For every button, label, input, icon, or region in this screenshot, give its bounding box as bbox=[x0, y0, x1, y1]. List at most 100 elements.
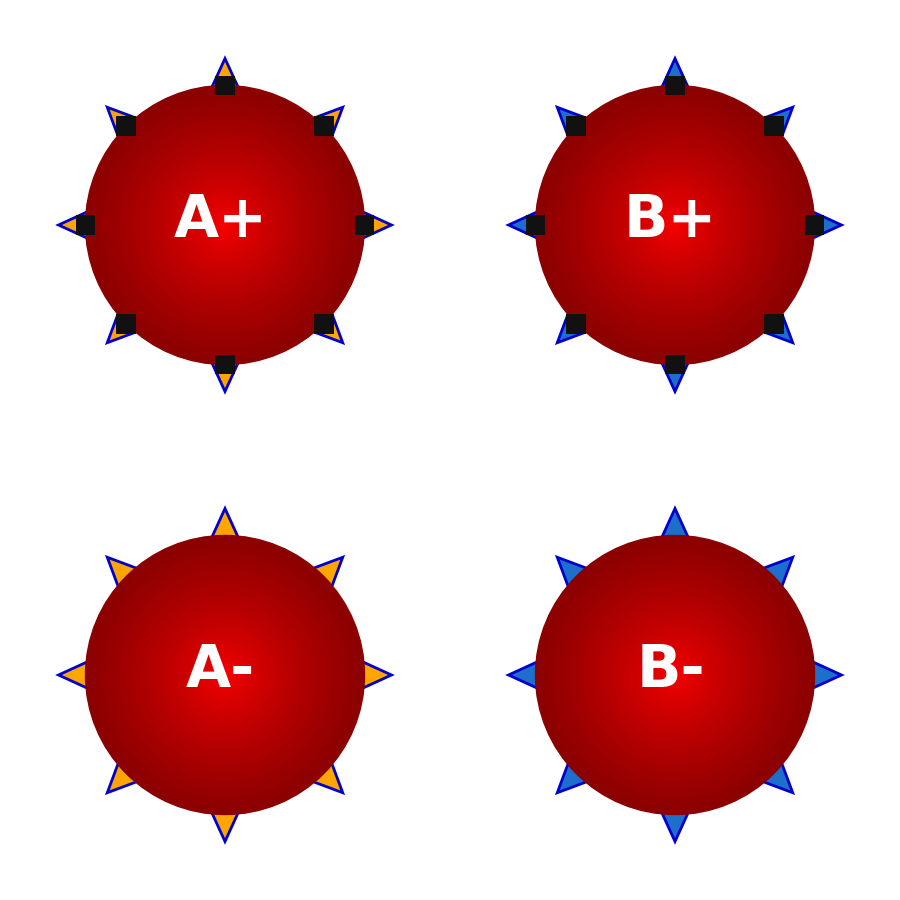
Circle shape bbox=[176, 176, 274, 274]
Circle shape bbox=[623, 173, 727, 277]
Circle shape bbox=[543, 93, 807, 357]
Circle shape bbox=[113, 563, 337, 787]
Circle shape bbox=[651, 201, 699, 249]
Circle shape bbox=[99, 549, 351, 801]
Bar bbox=[805, 215, 824, 235]
Circle shape bbox=[546, 546, 804, 804]
Bar bbox=[566, 314, 586, 334]
Bar bbox=[566, 116, 586, 136]
Circle shape bbox=[184, 634, 267, 716]
Circle shape bbox=[186, 636, 264, 714]
Circle shape bbox=[86, 536, 365, 814]
Circle shape bbox=[103, 553, 347, 797]
Bar bbox=[665, 355, 685, 374]
Circle shape bbox=[106, 106, 344, 344]
Circle shape bbox=[580, 580, 770, 770]
Circle shape bbox=[89, 89, 361, 361]
Text: A-: A- bbox=[186, 642, 255, 699]
Circle shape bbox=[658, 208, 692, 242]
Circle shape bbox=[553, 103, 797, 347]
Circle shape bbox=[556, 106, 794, 344]
Text: B-: B- bbox=[636, 642, 705, 699]
Circle shape bbox=[201, 651, 249, 699]
Circle shape bbox=[616, 616, 734, 734]
Circle shape bbox=[619, 619, 731, 731]
Text: B+: B+ bbox=[624, 192, 717, 249]
Circle shape bbox=[567, 117, 783, 333]
Polygon shape bbox=[58, 508, 392, 842]
Circle shape bbox=[186, 186, 264, 264]
Circle shape bbox=[190, 640, 260, 710]
Circle shape bbox=[169, 169, 281, 281]
Circle shape bbox=[145, 595, 305, 755]
Circle shape bbox=[221, 221, 229, 229]
Circle shape bbox=[211, 661, 239, 689]
Circle shape bbox=[121, 571, 329, 779]
Circle shape bbox=[588, 588, 762, 762]
Circle shape bbox=[584, 584, 766, 766]
Circle shape bbox=[563, 563, 787, 787]
Circle shape bbox=[173, 173, 277, 277]
Circle shape bbox=[218, 668, 232, 682]
Circle shape bbox=[138, 138, 312, 312]
Circle shape bbox=[598, 148, 752, 302]
Circle shape bbox=[661, 661, 689, 689]
Polygon shape bbox=[508, 508, 842, 842]
Circle shape bbox=[96, 96, 354, 354]
Circle shape bbox=[134, 584, 316, 766]
Bar bbox=[764, 314, 784, 334]
Circle shape bbox=[654, 654, 696, 696]
Circle shape bbox=[96, 546, 354, 804]
Circle shape bbox=[113, 113, 337, 337]
Circle shape bbox=[141, 141, 309, 309]
Circle shape bbox=[130, 580, 320, 770]
Circle shape bbox=[536, 86, 814, 365]
Circle shape bbox=[536, 536, 814, 814]
Circle shape bbox=[549, 100, 801, 350]
Circle shape bbox=[173, 623, 277, 727]
Circle shape bbox=[626, 176, 724, 274]
Circle shape bbox=[124, 124, 326, 326]
Circle shape bbox=[577, 578, 772, 772]
Circle shape bbox=[543, 543, 807, 807]
Circle shape bbox=[138, 588, 312, 762]
Circle shape bbox=[664, 214, 686, 236]
Circle shape bbox=[93, 543, 357, 807]
Circle shape bbox=[110, 110, 340, 340]
Circle shape bbox=[644, 194, 706, 256]
Circle shape bbox=[571, 121, 779, 329]
Circle shape bbox=[644, 644, 706, 706]
Circle shape bbox=[99, 100, 351, 350]
Circle shape bbox=[664, 664, 686, 686]
Circle shape bbox=[658, 658, 692, 692]
Circle shape bbox=[640, 190, 710, 260]
Circle shape bbox=[93, 93, 357, 357]
Circle shape bbox=[194, 644, 256, 706]
Circle shape bbox=[141, 591, 309, 759]
Circle shape bbox=[630, 180, 720, 270]
Circle shape bbox=[208, 658, 242, 692]
Circle shape bbox=[584, 134, 766, 316]
Circle shape bbox=[612, 612, 738, 738]
Bar bbox=[116, 314, 136, 334]
Circle shape bbox=[148, 148, 302, 302]
Circle shape bbox=[571, 571, 779, 779]
Circle shape bbox=[634, 184, 716, 266]
Circle shape bbox=[602, 152, 748, 298]
Circle shape bbox=[180, 630, 270, 720]
Circle shape bbox=[549, 549, 801, 801]
Circle shape bbox=[152, 602, 298, 748]
Circle shape bbox=[194, 194, 256, 256]
Circle shape bbox=[184, 184, 267, 266]
Circle shape bbox=[180, 180, 270, 270]
Bar bbox=[215, 355, 235, 374]
Bar bbox=[116, 116, 136, 136]
Circle shape bbox=[162, 612, 288, 738]
Circle shape bbox=[134, 134, 316, 316]
Circle shape bbox=[110, 560, 340, 790]
Circle shape bbox=[211, 211, 239, 239]
Circle shape bbox=[214, 214, 236, 236]
Circle shape bbox=[612, 162, 738, 288]
Circle shape bbox=[598, 598, 752, 752]
Circle shape bbox=[208, 208, 242, 242]
